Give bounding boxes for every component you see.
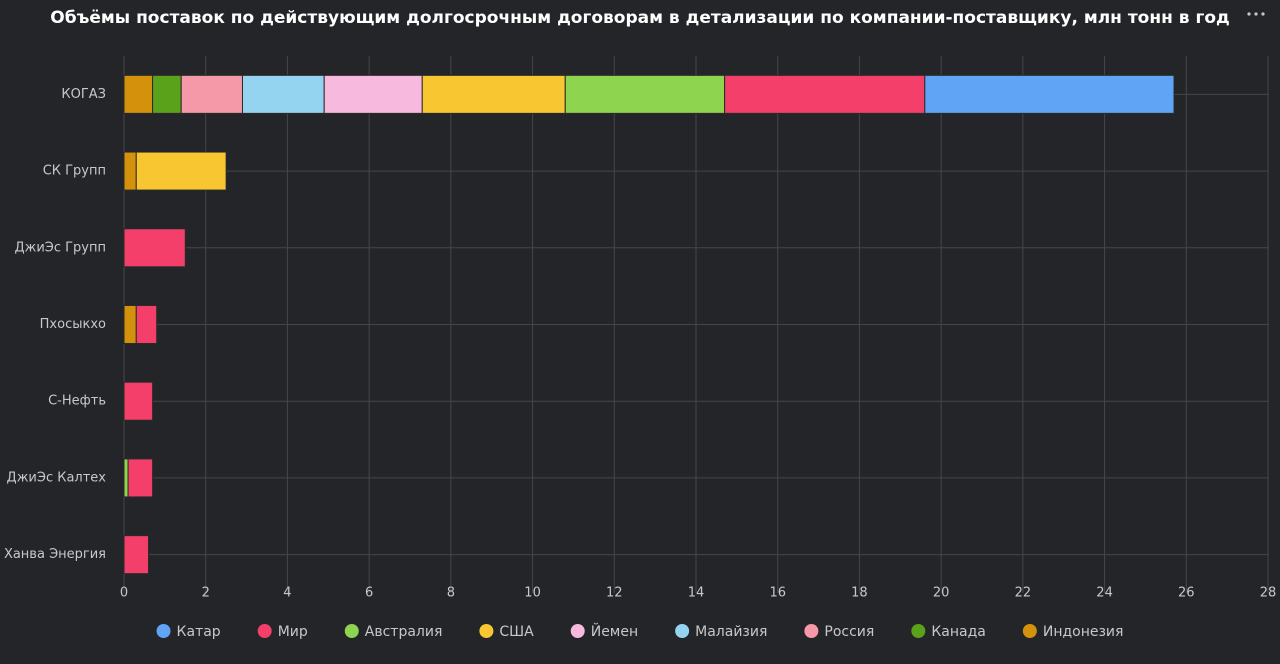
grid <box>123 56 1269 593</box>
y-tick-label: ДжиЭс Калтех <box>7 470 107 485</box>
bar-segment <box>123 458 129 498</box>
x-tick-label: 20 <box>933 586 950 601</box>
bar-segment <box>123 151 137 191</box>
legend-label: Россия <box>824 624 874 640</box>
bar-segment <box>724 74 926 114</box>
x-tick-label: 0 <box>120 586 128 601</box>
legend-label: Австралия <box>365 624 443 640</box>
y-tick-label: Ханва Энергия <box>4 547 106 562</box>
x-tick-label: 12 <box>606 586 623 601</box>
x-tick-label: 28 <box>1260 586 1277 601</box>
legend-marker <box>156 624 171 638</box>
bar-segment <box>924 74 1175 114</box>
legend-marker <box>1022 624 1037 638</box>
chart-title: Объёмы поставок по действующим долгосроч… <box>50 8 1230 28</box>
bar-segment <box>323 74 423 114</box>
y-tick-label: С-Нефть <box>48 394 106 409</box>
legend-item[interactable]: Мир <box>257 624 308 640</box>
bar-segment <box>123 74 154 114</box>
legend-label: Йемен <box>591 622 638 640</box>
x-tick-label: 14 <box>688 586 705 601</box>
bar-segment <box>135 151 227 191</box>
legend-item[interactable]: США <box>479 624 534 640</box>
legend-label: Мир <box>278 624 308 640</box>
legend-item[interactable]: Йемен <box>570 622 638 640</box>
legend-item[interactable]: Катар <box>156 624 221 640</box>
bar-segment <box>123 535 150 575</box>
bar-segment <box>152 74 182 114</box>
legend-item[interactable]: Малайзия <box>675 624 767 640</box>
legend-item[interactable]: Канада <box>911 624 986 640</box>
x-tick-label: 10 <box>524 586 541 601</box>
bar-segment <box>123 228 186 268</box>
legend-marker <box>479 624 494 638</box>
legend-marker <box>675 624 690 638</box>
legend-item[interactable]: Россия <box>804 624 874 640</box>
x-tick-label: 26 <box>1178 586 1195 601</box>
y-tick-label: ДжиЭс Групп <box>14 240 106 255</box>
bar-segment <box>421 74 566 114</box>
x-tick-label: 8 <box>447 586 455 601</box>
bar-segment <box>123 381 154 421</box>
legend-marker <box>344 624 359 638</box>
x-tick-label: 24 <box>1096 586 1113 601</box>
x-tick-label: 16 <box>769 586 786 601</box>
bar-segment <box>123 305 137 344</box>
x-tick-label: 6 <box>365 586 373 601</box>
legend-marker <box>257 624 272 638</box>
legend-item[interactable]: Австралия <box>344 624 443 640</box>
menu-button[interactable] <box>1247 12 1265 16</box>
legend-label: Катар <box>177 624 221 640</box>
y-tick-label: СК Групп <box>43 164 106 179</box>
x-tick-label: 22 <box>1015 586 1032 601</box>
y-tick-label: КОГАЗ <box>61 87 106 102</box>
legend-label: США <box>499 624 534 640</box>
legend-label: Индонезия <box>1043 624 1124 640</box>
legend-marker <box>570 624 585 638</box>
bar-segment <box>135 305 158 344</box>
bar-segment <box>241 74 325 114</box>
bar-segment <box>564 74 726 114</box>
legend-label: Канада <box>931 624 986 640</box>
legend-marker <box>911 624 926 638</box>
y-tick-label: Пхосыкхо <box>40 317 106 332</box>
bar-segment <box>180 74 243 114</box>
legend: Катар Мир Австралия США Йемен Малайзия Россия К… <box>156 622 1124 640</box>
bar-segment <box>127 458 154 498</box>
legend-item[interactable]: Индонезия <box>1022 624 1124 640</box>
x-tick-label: 18 <box>851 586 868 601</box>
legend-marker <box>804 624 819 638</box>
legend-label: Малайзия <box>695 624 767 640</box>
x-tick-label: 4 <box>283 586 291 601</box>
x-tick-label: 2 <box>202 586 210 601</box>
